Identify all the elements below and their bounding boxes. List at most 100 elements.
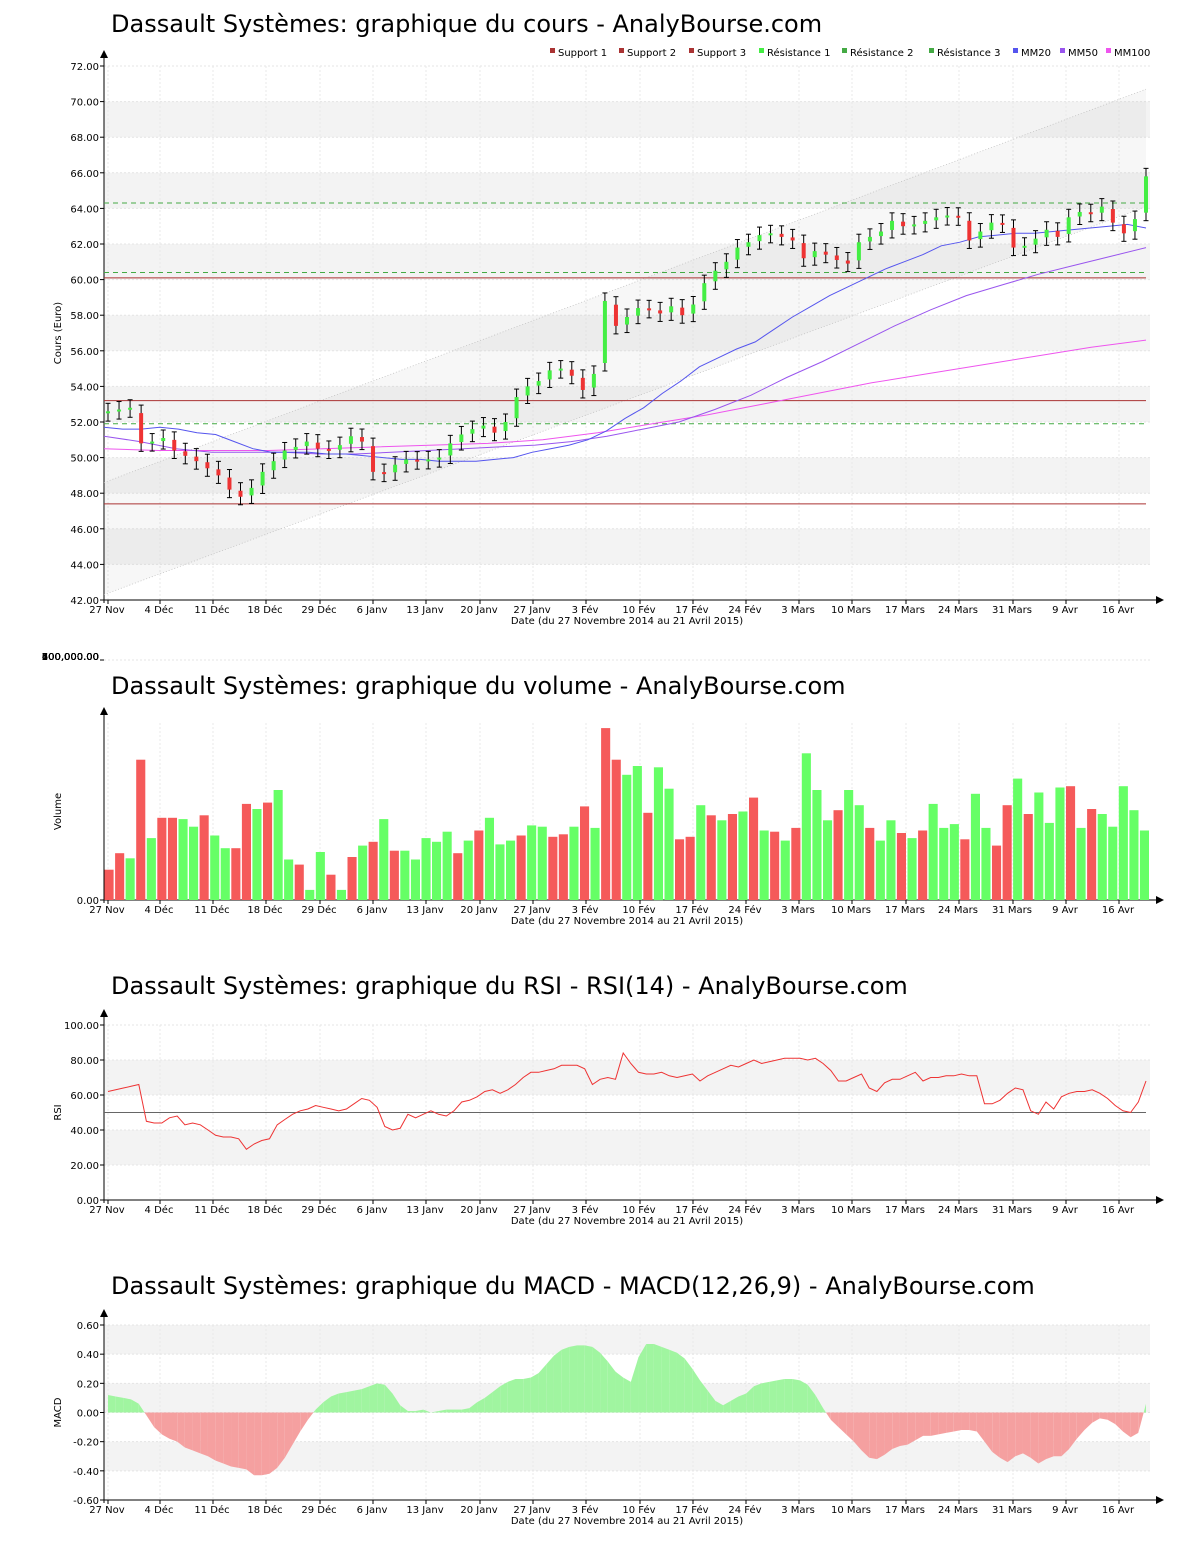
x-axis-arrow (1156, 596, 1164, 604)
candle-body (856, 242, 861, 261)
volume-bar (706, 815, 716, 900)
candle-body (525, 386, 530, 396)
x-tick-label: 16 Avr (1102, 905, 1135, 916)
x-tick-label: 6 Janv (357, 1505, 388, 1516)
macd-area-segment (430, 1411, 439, 1413)
candle-body (139, 413, 144, 444)
candle-body (426, 459, 431, 462)
x-tick-label: 27 Nov (89, 1205, 125, 1216)
volume-bar (146, 838, 156, 900)
volume-bar (305, 889, 315, 900)
y-axis-label: Cours (Euro) (53, 302, 64, 365)
macd-area-segment (384, 1384, 393, 1413)
macd-area-segment (1007, 1412, 1016, 1463)
candle-body (503, 422, 508, 432)
candle-body (216, 469, 221, 476)
macd-area-segment (177, 1412, 185, 1448)
candle-body (691, 304, 696, 314)
volume-bar (1066, 786, 1076, 900)
x-tick-label: 27 Nov (89, 905, 125, 916)
y-tick-label: 20.00 (70, 1161, 99, 1172)
x-tick-label: 11 Déc (194, 604, 229, 616)
volume-bar (992, 845, 1002, 900)
volume-bar (273, 790, 283, 900)
legend-swatch (689, 48, 694, 53)
volume-bar (601, 728, 611, 900)
x-tick-label: 24 Fév (728, 904, 761, 916)
macd-area-segment (369, 1383, 378, 1413)
candle-body (890, 220, 895, 230)
rsi-line (107, 1051, 1147, 1150)
x-tick-label: 20 Janv (460, 905, 497, 916)
volume-bar (558, 834, 568, 900)
macd-area-segment (1022, 1412, 1031, 1458)
candle-body (1088, 212, 1093, 215)
candle-body (117, 409, 122, 412)
volume-bar (759, 830, 769, 900)
candle-body (172, 439, 177, 451)
x-tick-label: 24 Fév (728, 604, 761, 616)
x-tick-label: 31 Mars (992, 605, 1032, 616)
macd-area-segment (846, 1412, 854, 1442)
macd-area-segment (469, 1402, 478, 1413)
macd-area-segment (330, 1393, 339, 1413)
macd-area-segment (108, 1395, 116, 1413)
candle-body (382, 472, 387, 475)
x-tick-label: 11 Déc (194, 1204, 229, 1216)
macd-area-segment (1084, 1412, 1093, 1430)
candle-body (260, 471, 265, 486)
x-axis-label: Date (du 27 Novembre 2014 au 21 Avril 20… (511, 616, 743, 627)
macd-area-segment (315, 1402, 324, 1413)
macd-area-segment (423, 1409, 431, 1413)
candle-body (1055, 230, 1060, 237)
volume-bar (1087, 809, 1097, 900)
x-tick-label: 11 Déc (194, 904, 229, 916)
x-tick-label: 27 Janv (513, 1205, 550, 1216)
candle-body (779, 233, 784, 237)
macd-area-segment (1015, 1412, 1023, 1457)
candle-body (326, 448, 331, 451)
macd-area-segment (907, 1412, 916, 1445)
x-tick-label: 3 Mars (781, 1205, 815, 1216)
macd-area-segment (354, 1389, 362, 1413)
volume-bar (506, 840, 516, 900)
candle-body (359, 437, 364, 442)
candle-body (746, 242, 751, 247)
macd-area-segment (392, 1393, 401, 1413)
y-tick-label: 70.00 (70, 98, 99, 109)
macd-chart-svg: -0.60 -0.40 -0.20 0.00 0.20 0.40 0.60 27 Nov 4 D… (53, 1309, 1164, 1527)
candle-body (150, 441, 155, 444)
x-tick-label: 27 Nov (89, 1505, 125, 1516)
candle-body (658, 310, 663, 314)
candle-body (967, 220, 972, 241)
volume-bar (664, 788, 674, 900)
x-tick-label: 4 Déc (145, 1204, 174, 1216)
mm20-line (103, 223, 1147, 462)
macd-area-segment (684, 1358, 693, 1413)
y-axis-label: MACD (53, 1397, 64, 1427)
x-tick-label: 18 Déc (247, 604, 282, 616)
candle-body (448, 443, 453, 456)
candle-body (801, 243, 806, 259)
legend-label: MM100 (1114, 48, 1150, 59)
legend-label: Support 2 (627, 48, 676, 59)
volume-bar (474, 830, 484, 900)
volume-bar (484, 817, 494, 900)
candle-body (823, 251, 828, 255)
legend-label: MM50 (1068, 48, 1098, 59)
macd-area-segment (346, 1390, 355, 1413)
x-tick-label: 17 Fév (675, 904, 708, 916)
y-tick-label: 56.00 (70, 347, 99, 358)
macd-area-segment (207, 1412, 216, 1461)
macd-area-segment (825, 1412, 831, 1420)
candle-body (591, 373, 596, 388)
y-tick-label: 400,000.00 (42, 652, 99, 663)
macd-area-segment (215, 1412, 224, 1464)
macd-chart-panel: Dassault Systèmes: graphique du MACD - M… (0, 1260, 1200, 1545)
candle-body (1000, 222, 1005, 225)
grid-band (104, 244, 1150, 280)
macd-area-segment (715, 1400, 724, 1413)
legend-swatch (1106, 48, 1111, 53)
macd-area-segment (730, 1396, 739, 1413)
macd-area-segment (261, 1412, 270, 1476)
